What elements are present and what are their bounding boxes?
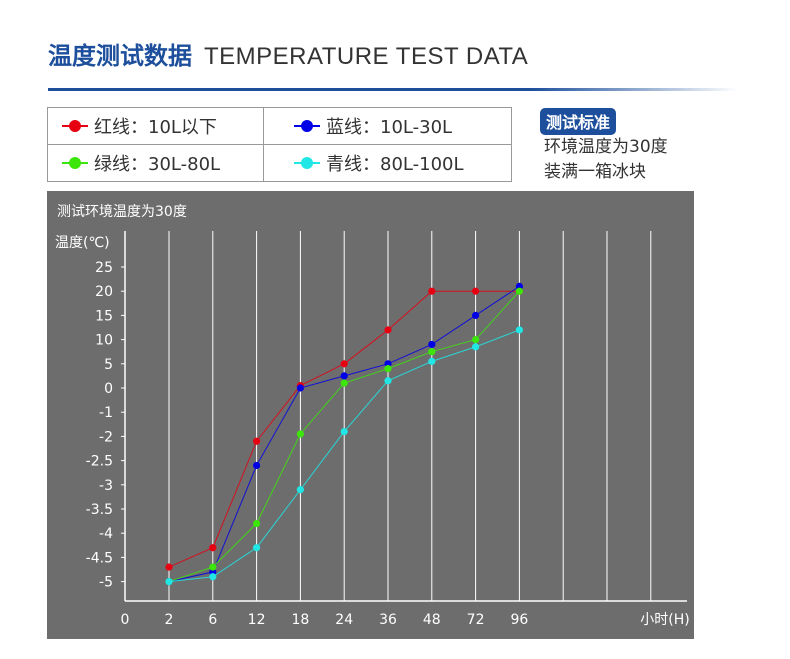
series-point-1 [340,372,348,380]
test-standard: 测试标准 环境温度为30度 装满一箱冰块 [540,108,668,185]
series-point-1 [472,311,480,319]
legend-item-blue: 蓝线：10L-30L [264,108,511,145]
series-point-1 [428,340,436,349]
series-point-3 [165,578,173,586]
series-point-0 [472,287,480,295]
y-tick-label: -3.5 [86,502,113,518]
y-tick-label: -5 [99,575,113,591]
series-point-1 [253,461,261,470]
y-tick-label: 15 [95,308,113,324]
series-point-0 [428,287,436,295]
y-tick-label: -2 [99,429,113,445]
x-tick-label: 6 [208,612,217,628]
series-point-0 [209,544,217,552]
legend-label-blue: 蓝线：10L-30L [326,116,453,138]
temperature-chart: 25 20 15 10 5 0 -1 -2 -2.5 -3 -3.5 -4 -4.5 -5 温度(℃) 0 2 6… [55,231,690,628]
series-point-2 [384,365,392,373]
x-tick-label: 96 [510,612,528,628]
series-point-0 [384,326,392,334]
x-tick-label: 2 [165,612,174,628]
series-point-0 [340,360,348,368]
red-line-marker-icon [62,119,88,133]
x-tick-label: 12 [248,612,266,628]
x-tick-label: 18 [291,612,309,628]
y-tick-label: 0 [104,381,113,397]
series-point-3 [428,357,436,365]
series-point-2 [340,379,348,387]
series-point-1 [296,384,304,392]
series-point-2 [472,336,480,344]
series-point-3 [209,573,217,581]
legend-label-red: 红线：10L以下 [94,116,217,138]
y-tick-label: -2.5 [86,454,113,470]
green-line-marker-icon [62,156,88,170]
x-tick-label: 36 [379,612,397,628]
y-axis-label: 温度(℃) [55,235,110,251]
series-point-3 [340,427,348,436]
x-tick-label: 0 [121,612,130,628]
series-point-3 [384,377,392,385]
legend-item-red: 红线：10L以下 [48,108,264,145]
series-point-3 [296,486,304,494]
legend-item-cyan: 青线：80L-100L [264,145,511,182]
series-point-3 [515,326,523,334]
test-standard-line-1: 环境温度为30度 [544,137,668,157]
page-title-cn: 温度测试数据 [48,42,192,70]
cyan-line-marker-icon [294,156,320,170]
series-point-2 [515,287,523,295]
series-point-2 [296,430,304,438]
legend-label-cyan: 青线：80L-100L [326,153,464,175]
series-point-3 [253,544,261,552]
series-point-2 [253,519,261,528]
y-tick-label: -3 [99,478,113,494]
y-tick-label: 10 [95,333,113,349]
page-title-en: TEMPERATURE TEST DATA [204,43,529,70]
chart-title: 测试环境温度为30度 [57,204,187,220]
series-point-3 [472,343,480,351]
y-tick-label: 5 [104,357,113,373]
y-tick-label: -1 [99,405,113,421]
y-tick-label: -4 [99,526,113,542]
page-heading: 温度测试数据 TEMPERATURE TEST DATA [48,36,528,72]
heading-divider [48,88,738,91]
x-tick-label: 72 [467,612,485,628]
legend-table: 红线：10L以下 蓝线：10L-30L 绿线：30L-80L 青线：80L-10… [47,107,512,182]
series-point-2 [428,348,436,356]
blue-line-marker-icon [294,119,320,133]
x-axis-label: 小时(H) [640,612,689,628]
chart-panel: 测试环境温度为30度 25 20 15 10 5 0 -1 -2 -2.5 -3 -3.5 -4 -4.… [47,191,694,639]
x-tick-label: 24 [335,612,353,628]
legend-item-green: 绿线：30L-80L [48,144,264,181]
legend-label-green: 绿线：30L-80L [94,153,221,175]
test-standard-badge: 测试标准 [540,108,617,135]
y-tick-label: 20 [95,284,113,300]
y-tick-label: -4.5 [86,550,113,566]
y-tick-label: 25 [95,260,113,276]
series-point-0 [165,563,173,571]
test-standard-line-2: 装满一箱冰块 [544,162,646,182]
x-tick-label: 48 [423,612,441,628]
series-point-2 [209,563,217,571]
series-point-0 [253,437,261,445]
